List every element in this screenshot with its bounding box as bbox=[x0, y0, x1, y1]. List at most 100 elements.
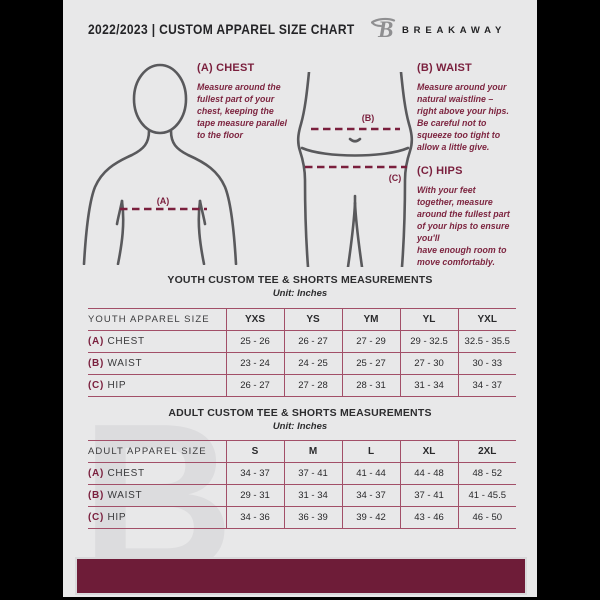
cell-value: 25 - 27 bbox=[341, 352, 400, 375]
right-inner-leg bbox=[353, 201, 364, 267]
left-shoulder-outline bbox=[82, 129, 151, 265]
row-label-text: WAIST bbox=[107, 358, 143, 369]
chest-line-label: (A) bbox=[157, 196, 170, 206]
row-label-text: CHEST bbox=[107, 336, 145, 347]
adult-table-title-block: ADULT CUSTOM TEE & SHORTS MEASUREMENTS U… bbox=[63, 407, 537, 432]
column-header: YS bbox=[283, 308, 342, 331]
youth-table-unit: Unit: Inches bbox=[272, 288, 328, 299]
chest-instruction-heading: (A) CHEST bbox=[197, 62, 255, 74]
column-header: YXL bbox=[457, 308, 516, 331]
cell-value: 41 - 44 bbox=[341, 462, 400, 485]
table-row: (C) HIP 26 - 27 27 - 28 28 - 31 31 - 34 … bbox=[88, 374, 516, 397]
cell-value: 32.5 - 35.5 bbox=[457, 330, 516, 353]
right-shoulder-outline bbox=[169, 129, 238, 265]
column-header: YM bbox=[341, 308, 400, 331]
chest-instruction-block: (A) CHEST Measure around the fullest par… bbox=[197, 62, 309, 141]
right-chest-side bbox=[198, 199, 207, 226]
cell-value: 29 - 32.5 bbox=[399, 330, 458, 353]
adult-table-unit: Unit: Inches bbox=[272, 421, 328, 432]
left-hip-outline bbox=[296, 72, 311, 267]
brand-name: BREAKAWAY bbox=[402, 25, 507, 36]
column-header: S bbox=[225, 440, 284, 463]
hips-instruction-text: With your feet together, measure around … bbox=[417, 185, 510, 268]
column-header: M bbox=[283, 440, 342, 463]
youth-size-table: YOUTH APPAREL SIZE YXS YS YM YL YXL (A) … bbox=[88, 308, 516, 397]
row-prefix: (A) bbox=[88, 468, 104, 479]
cell-value: 39 - 42 bbox=[341, 506, 400, 529]
cell-value: 44 - 48 bbox=[399, 462, 458, 485]
column-header: 2XL bbox=[457, 440, 516, 463]
waist-instruction-text: Measure around your natural waistline – … bbox=[417, 82, 509, 153]
cell-value: 34 - 37 bbox=[457, 374, 516, 397]
cell-value: 29 - 31 bbox=[225, 484, 284, 507]
table-header-row: ADULT APPAREL SIZE S M L XL 2XL bbox=[88, 440, 516, 463]
cell-value: 27 - 30 bbox=[399, 352, 458, 375]
cell-value: 34 - 37 bbox=[225, 462, 284, 485]
youth-table-title: YOUTH CUSTOM TEE & SHORTS MEASUREMENTS bbox=[167, 274, 433, 286]
cell-value: 37 - 41 bbox=[283, 462, 342, 485]
waist-instruction-block: (B) WAIST Measure around your natural wa… bbox=[417, 62, 533, 153]
row-label-text: CHEST bbox=[107, 468, 145, 479]
table-row: (B) WAIST 29 - 31 31 - 34 34 - 37 37 - 4… bbox=[88, 484, 516, 507]
row-label: (B) WAIST bbox=[88, 352, 226, 375]
cell-value: 25 - 26 bbox=[225, 330, 284, 353]
table-row: (B) WAIST 23 - 24 24 - 25 25 - 27 27 - 3… bbox=[88, 352, 516, 375]
document-page: 2022/2023 | CUSTOM APPAREL SIZE CHART B … bbox=[63, 0, 537, 600]
hips-line-label: (C) bbox=[389, 173, 402, 183]
row-label-text: HIP bbox=[107, 512, 127, 523]
row-prefix: (C) bbox=[88, 380, 104, 391]
cell-value: 48 - 52 bbox=[457, 462, 516, 485]
column-header: XL bbox=[399, 440, 458, 463]
left-chest-side bbox=[115, 199, 124, 226]
lower-body-diagram: (B) (C) bbox=[296, 72, 414, 267]
hips-instruction-block: (C) HIPS With your feet together, measur… bbox=[417, 165, 535, 268]
column-header: YL bbox=[399, 308, 458, 331]
youth-size-header: YOUTH APPAREL SIZE bbox=[88, 308, 226, 331]
column-header: L bbox=[341, 440, 400, 463]
row-label: (A) CHEST bbox=[88, 462, 226, 485]
cell-value: 30 - 33 bbox=[457, 352, 516, 375]
row-label: (B) WAIST bbox=[88, 484, 226, 507]
row-label: (A) CHEST bbox=[88, 330, 226, 353]
cell-value: 43 - 46 bbox=[399, 506, 458, 529]
cell-value: 37 - 41 bbox=[399, 484, 458, 507]
cell-value: 27 - 28 bbox=[283, 374, 342, 397]
row-label: (C) HIP bbox=[88, 506, 226, 529]
cell-value: 41 - 45.5 bbox=[457, 484, 516, 507]
cell-value: 31 - 34 bbox=[283, 484, 342, 507]
cell-value: 26 - 27 bbox=[283, 330, 342, 353]
row-prefix: (C) bbox=[88, 512, 104, 523]
navel-mark bbox=[348, 137, 362, 143]
cell-value: 24 - 25 bbox=[283, 352, 342, 375]
waistband-curve bbox=[300, 146, 410, 157]
cell-value: 28 - 31 bbox=[341, 374, 400, 397]
adult-table-title: ADULT CUSTOM TEE & SHORTS MEASUREMENTS bbox=[168, 407, 432, 419]
page-title: 2022/2023 | CUSTOM APPAREL SIZE CHART bbox=[88, 21, 355, 37]
cell-value: 23 - 24 bbox=[225, 352, 284, 375]
row-prefix: (B) bbox=[88, 358, 104, 369]
cell-value: 31 - 34 bbox=[399, 374, 458, 397]
adult-size-header: ADULT APPAREL SIZE bbox=[88, 440, 226, 463]
footer-bar bbox=[75, 557, 527, 595]
cell-value: 46 - 50 bbox=[457, 506, 516, 529]
row-label-text: HIP bbox=[107, 380, 127, 391]
table-row: (C) HIP 34 - 36 36 - 39 39 - 42 43 - 46 … bbox=[88, 506, 516, 529]
waist-instruction-heading: (B) WAIST bbox=[417, 62, 472, 74]
cell-value: 34 - 37 bbox=[341, 484, 400, 507]
left-inner-arm bbox=[116, 199, 125, 265]
youth-table-title-block: YOUTH CUSTOM TEE & SHORTS MEASUREMENTS U… bbox=[63, 274, 537, 299]
torso-diagram: (A) bbox=[82, 63, 238, 265]
table-row: (A) CHEST 25 - 26 26 - 27 27 - 29 29 - 3… bbox=[88, 330, 516, 353]
cell-value: 27 - 29 bbox=[341, 330, 400, 353]
head-outline bbox=[132, 63, 188, 135]
right-inner-arm bbox=[197, 199, 206, 265]
svg-text:B: B bbox=[377, 17, 393, 41]
row-label-text: WAIST bbox=[107, 490, 143, 501]
table-row: (A) CHEST 34 - 37 37 - 41 41 - 44 44 - 4… bbox=[88, 462, 516, 485]
row-prefix: (A) bbox=[88, 336, 104, 347]
waist-line-label: (B) bbox=[362, 113, 375, 123]
column-header: YXS bbox=[225, 308, 284, 331]
hips-instruction-heading: (C) HIPS bbox=[417, 165, 463, 177]
cell-value: 34 - 36 bbox=[225, 506, 284, 529]
chest-instruction-text: Measure around the fullest part of your … bbox=[197, 82, 287, 141]
